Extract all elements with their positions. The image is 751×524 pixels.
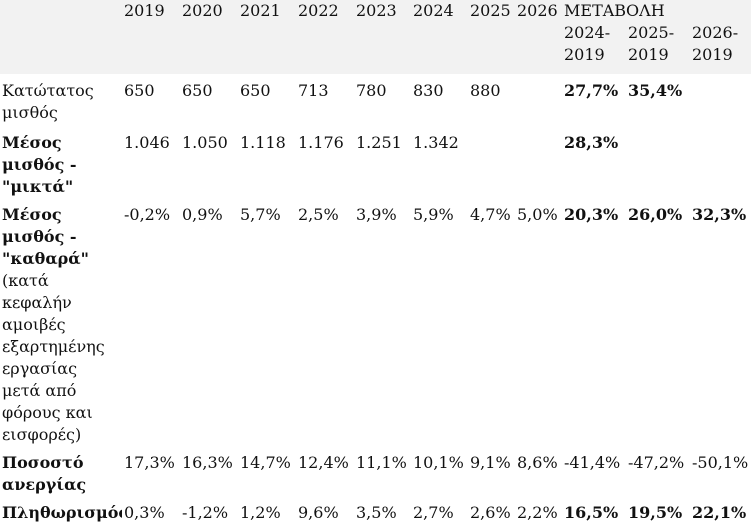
table-cell: 1.176 [298, 133, 344, 152]
table-cell: 10,1% [413, 453, 464, 472]
table-cell: 2,7% [413, 503, 454, 522]
table-cell: 3,9% [356, 205, 397, 224]
change-cell: 20,3% [564, 205, 619, 224]
table-cell: 650 [240, 81, 271, 100]
table-cell: 650 [124, 81, 155, 100]
change-cell: 16,5% [564, 503, 619, 522]
table-cell: 5,9% [413, 205, 454, 224]
table-cell [468, 126, 515, 198]
change-cell [690, 74, 751, 126]
table-cell: 16,3% [182, 453, 233, 472]
table-cell: 1.050 [182, 133, 228, 152]
change-period-header: 2024- 2019 [562, 22, 626, 74]
change-cell: 32,3% [692, 205, 747, 224]
year-header: 2025 [468, 0, 515, 22]
year-header: 2022 [296, 0, 354, 22]
year-header: 2020 [180, 0, 238, 22]
table-cell: 9,1% [470, 453, 511, 472]
table-row: Μέσος μισθός - "καθαρά" (κατά κεφαλήν αμ… [0, 198, 751, 446]
table-cell: 880 [470, 81, 501, 100]
year-header: 2021 [238, 0, 296, 22]
table-row: Μέσος μισθός - "μικτά" 1.046 1.050 1.118… [0, 126, 751, 198]
change-cell: 28,3% [564, 133, 619, 152]
change-cell: 27,7% [564, 81, 619, 100]
change-cell: -41,4% [564, 453, 621, 472]
table-cell: 0,9% [182, 205, 223, 224]
table-cell: -1,2% [182, 503, 229, 522]
table-cell: 5,0% [517, 205, 558, 224]
table-cell: 3,5% [356, 503, 397, 522]
row-label: Μέσος μισθός - "καθαρά" [2, 205, 89, 268]
table-cell: 9,6% [298, 503, 339, 522]
table-cell: -0,2% [124, 205, 171, 224]
change-cell [626, 126, 690, 198]
table-cell: 2,6% [470, 503, 511, 522]
change-period-header: 2026- 2019 [690, 22, 751, 74]
table-cell: 780 [356, 81, 387, 100]
row-label: Μέσος μισθός - "μικτά" [2, 133, 77, 196]
header-corner [0, 0, 122, 22]
table-cell: 650 [182, 81, 213, 100]
table-cell: 0,3% [124, 503, 165, 522]
table-cell: 14,7% [240, 453, 291, 472]
year-header: 2026 [515, 0, 562, 22]
row-label: Πληθωρισμός [2, 503, 122, 522]
row-label: Κατώτατος μισθός [2, 81, 94, 122]
table-cell: 11,1% [356, 453, 407, 472]
table-row: Πληθωρισμός 0,3% -1,2% 1,2% 9,6% 3,5% 2,… [0, 496, 751, 524]
table-cell: 830 [413, 81, 444, 100]
change-cell: -47,2% [628, 453, 685, 472]
table-cell: 1.046 [124, 133, 170, 152]
change-period-header: 2025- 2019 [626, 22, 690, 74]
year-header: 2024 [411, 0, 468, 22]
change-cell: -50,1% [692, 453, 749, 472]
table-row: Κατώτατος μισθός 650 650 650 713 780 830… [0, 74, 751, 126]
table-cell: 2,2% [517, 503, 558, 522]
table-cell: 1.118 [240, 133, 286, 152]
change-header: ΜΕΤΑΒΟΛΗ [562, 0, 751, 22]
table-cell: 2,5% [298, 205, 339, 224]
table-row: Ποσοστό ανεργίας 17,3% 16,3% 14,7% 12,4%… [0, 446, 751, 496]
change-cell: 26,0% [628, 205, 683, 224]
table-cell: 713 [298, 81, 329, 100]
change-cell [690, 126, 751, 198]
table-cell: 5,7% [240, 205, 281, 224]
change-cell: 22,1% [692, 503, 747, 522]
table-cell: 8,6% [517, 453, 558, 472]
table-cell: 1,2% [240, 503, 281, 522]
table-cell: 4,7% [470, 205, 511, 224]
row-label: Ποσοστό ανεργίας [2, 453, 87, 494]
year-header: 2019 [122, 0, 180, 22]
table-cell: 17,3% [124, 453, 175, 472]
row-label-cell: Μέσος μισθός - "καθαρά" (κατά κεφαλήν αμ… [0, 198, 122, 446]
table-cell: 1.342 [413, 133, 459, 152]
table-cell [515, 126, 562, 198]
change-period-row: 2024- 2019 2025- 2019 2026- 2019 [0, 22, 751, 74]
header-row: 2019 2020 2021 2022 2023 2024 2025 2026 … [0, 0, 751, 22]
table-cell: 1.251 [356, 133, 402, 152]
table-cell: 12,4% [298, 453, 349, 472]
table-cell [515, 74, 562, 126]
change-cell: 19,5% [628, 503, 683, 522]
year-header: 2023 [354, 0, 411, 22]
row-note: (κατά κεφαλήν αμοιβές εξαρτημένης εργασί… [2, 271, 105, 444]
change-cell: 35,4% [628, 81, 683, 100]
